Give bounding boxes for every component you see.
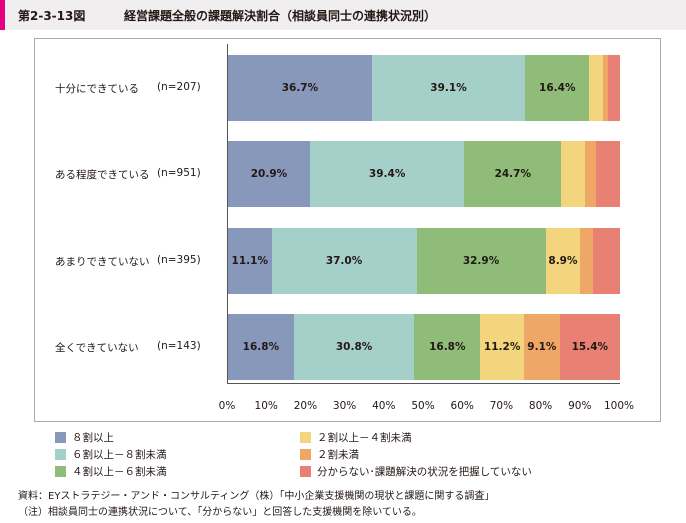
data-label: 36.7% — [281, 82, 319, 94]
stacked-bar: 16.8% 30.8% 16.8% 11.2% 9.1% 15.4% — [228, 314, 620, 380]
sample-size-label: (n=395) — [157, 254, 201, 266]
legend-swatch — [300, 432, 311, 443]
x-tick-label: 60% — [450, 400, 474, 412]
data-label: 15.4% — [571, 341, 609, 353]
chart-frame — [34, 38, 661, 422]
bar-segment — [309, 141, 465, 207]
x-tick-label: 70% — [489, 400, 514, 412]
bar-segment — [595, 141, 620, 207]
bar-segment — [414, 314, 481, 380]
category-label: あまりできていない — [55, 256, 150, 268]
data-label: 32.9% — [462, 255, 500, 267]
legend-swatch — [55, 466, 66, 477]
category-label: ある程度できている — [55, 169, 150, 181]
data-label: 11.2% — [483, 341, 521, 353]
sample-size-label: (n=207) — [157, 81, 201, 93]
bar-segment — [524, 314, 560, 380]
bar-segment — [525, 55, 590, 121]
category-label: 全くできていない — [55, 342, 139, 354]
bar-segment — [228, 141, 310, 207]
data-label: 39.1% — [430, 82, 467, 94]
stacked-bar: 20.9% 39.4% 24.7% — [228, 141, 620, 207]
legend-label: ４割以上－６割未満 — [72, 466, 167, 478]
bar-segment — [602, 55, 609, 121]
bar-segment — [592, 228, 620, 294]
legend-swatch — [55, 449, 66, 460]
legend-item: ２割未満 — [300, 447, 359, 462]
bar-segment — [228, 228, 272, 294]
bar-segment — [608, 55, 620, 121]
legend-item: ２割以上－４割未満 — [300, 430, 412, 445]
figure-title: 経営課題全般の課題解決割合（相談員同士の連携状況別） — [124, 9, 437, 23]
legend-label: ８割以上 — [72, 432, 114, 444]
legend-label: 分からない･課題解決の状況を把握していない — [317, 466, 532, 478]
data-label: 8.9% — [548, 255, 578, 267]
bar-segment — [559, 314, 620, 380]
x-tick-label: 80% — [528, 400, 553, 412]
stacked-bar: 36.7% 39.1% 16.4% — [228, 55, 620, 121]
bar-segment — [293, 314, 415, 380]
legend-swatch — [300, 449, 311, 460]
x-tick-label: 50% — [411, 400, 435, 412]
legend-item: ６割以上－８割未満 — [55, 447, 167, 462]
x-tick-label: 0% — [218, 400, 236, 412]
bar-segment — [371, 55, 526, 121]
bar-segment — [228, 55, 372, 121]
data-label: 16.8% — [429, 341, 466, 353]
legend-label: ６割以上－８割未満 — [72, 449, 167, 461]
bar-segment — [545, 228, 581, 294]
x-tick-label: 10% — [254, 400, 278, 412]
bar-segment — [580, 228, 593, 294]
bar-segment — [584, 141, 596, 207]
data-label: 16.8% — [242, 341, 280, 353]
legend-label: ２割以上－４割未満 — [317, 432, 412, 444]
legend-item: ４割以上－６割未満 — [55, 464, 167, 479]
x-tick-label: 40% — [372, 400, 396, 412]
legend-swatch — [55, 432, 66, 443]
data-label: 20.9% — [250, 168, 288, 180]
x-tick-label: 100% — [603, 400, 635, 412]
data-label: 16.4% — [539, 82, 576, 94]
x-axis-line — [227, 383, 620, 384]
bar-segment — [589, 55, 603, 121]
stacked-bar: 11.1% 37.0% 32.9% 8.9% — [228, 228, 620, 294]
sample-size-label: (n=143) — [157, 340, 201, 352]
bar-segment — [480, 314, 525, 380]
sample-size-label: (n=951) — [157, 167, 201, 179]
figure-header: 第2-3-13図 経営課題全般の課題解決割合（相談員同士の連携状況別） — [0, 0, 686, 30]
x-tick-label: 30% — [332, 400, 357, 412]
x-tick-label: 90% — [568, 400, 592, 412]
legend-swatch — [300, 466, 311, 477]
data-label: 37.0% — [325, 255, 363, 267]
data-label: 24.7% — [494, 168, 531, 180]
bar-segment — [561, 141, 585, 207]
data-label: 30.8% — [335, 341, 373, 353]
category-label: 十分にできている — [55, 83, 139, 95]
source-note: 資料：EYストラテジー・アンド・コンサルティング（株）「中小企業支援機関の現状と… — [18, 491, 495, 502]
x-tick-label: 20% — [293, 400, 318, 412]
bar-segment — [464, 141, 562, 207]
bar-segment — [271, 228, 417, 294]
header-accent-stripe — [0, 0, 5, 30]
plot-area: 36.7% 39.1% 16.4% 20.9% 39.4% 24.7% 11.1% 37.0%… — [227, 44, 620, 383]
remark-note: （注）相談員同士の連携状況について、「分からない」と回答した支援機関を除いている… — [18, 507, 422, 518]
legend-item: 分からない･課題解決の状況を把握していない — [300, 464, 532, 479]
figure-number: 第2-3-13図 — [18, 9, 86, 23]
bar-segment — [416, 228, 546, 294]
data-label: 9.1% — [527, 341, 557, 353]
data-label: 39.4% — [368, 168, 406, 180]
data-label: 11.1% — [231, 255, 268, 267]
bar-segment — [228, 314, 294, 380]
legend-label: ２割未満 — [317, 449, 359, 461]
legend-item: ８割以上 — [55, 430, 114, 445]
